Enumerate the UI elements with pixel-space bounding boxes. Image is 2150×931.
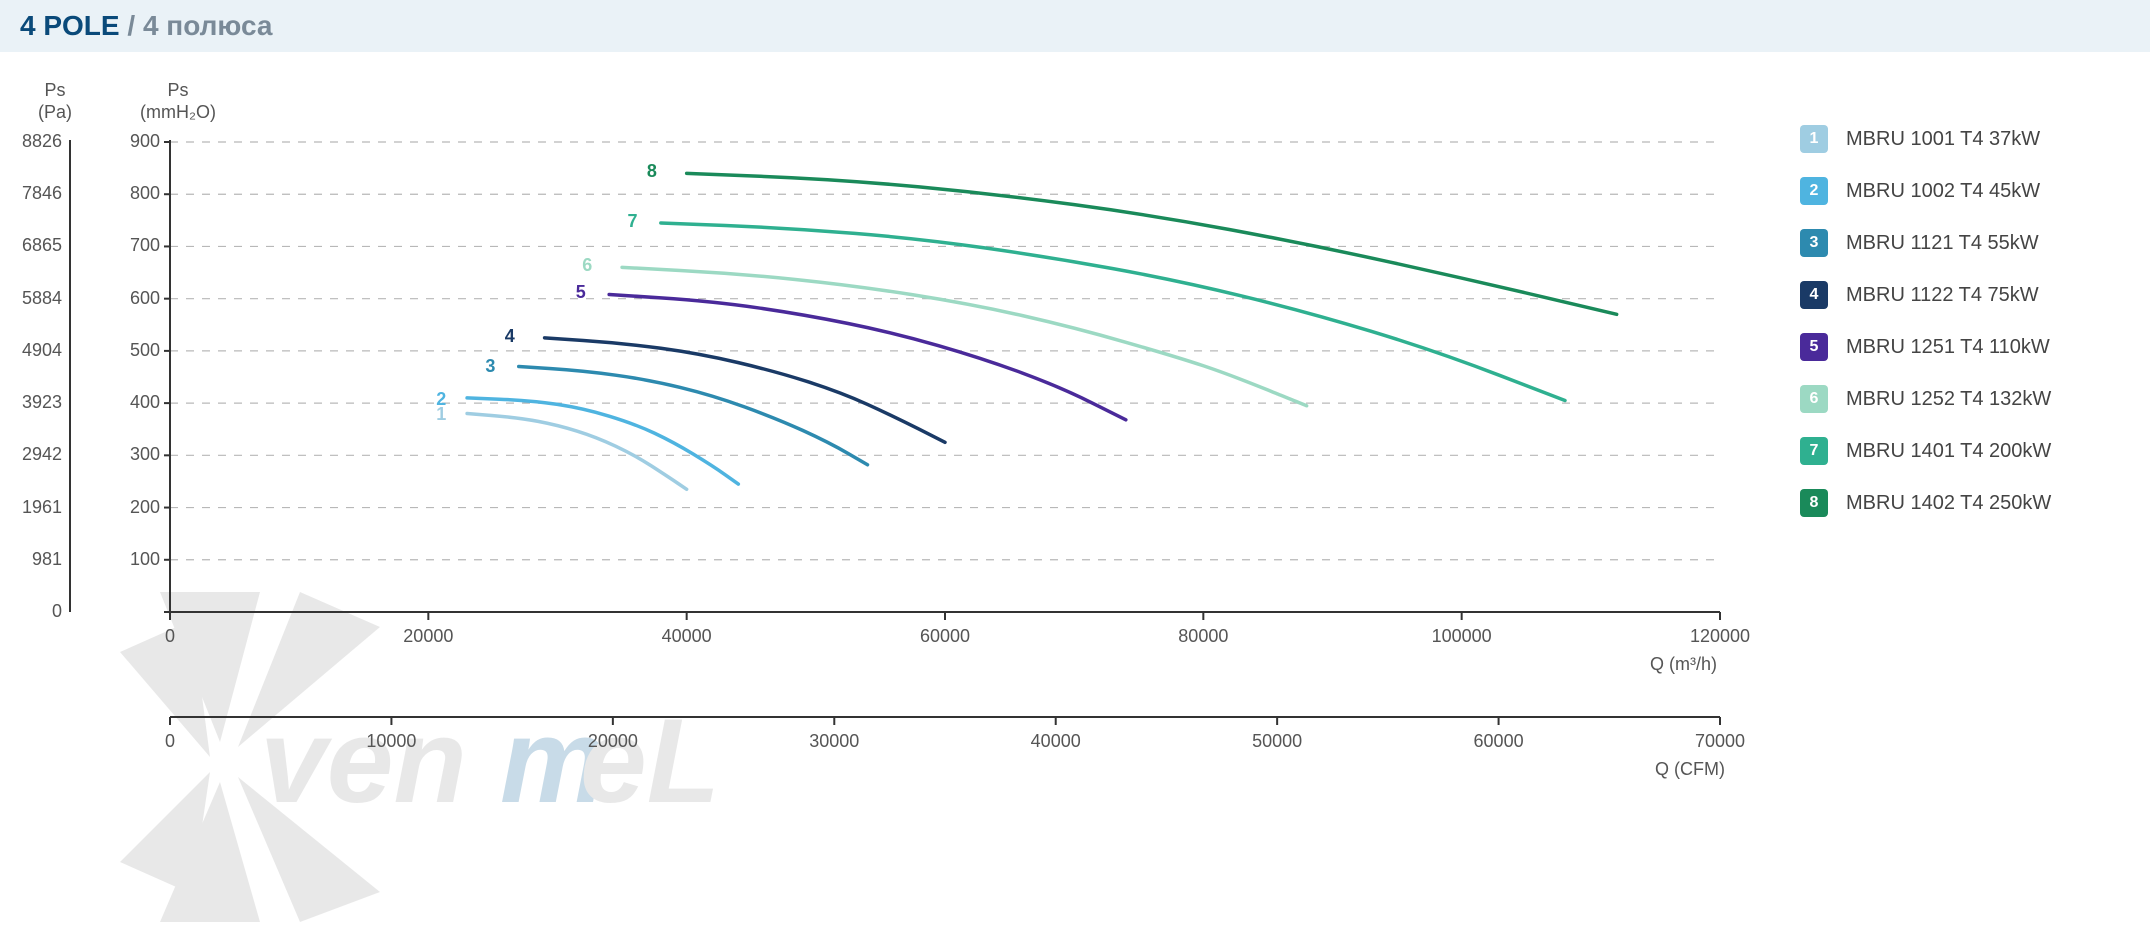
curve-label: 6: [572, 255, 592, 276]
legend-item: 7 MBRU 1401 T4 200kW: [1800, 437, 2100, 465]
y1-tick-label: 1961: [12, 497, 62, 518]
x1-tick-label: 80000: [1163, 626, 1243, 647]
legend-label: MBRU 1252 T4 132kW: [1846, 388, 2051, 411]
x2-tick-label: 10000: [351, 731, 431, 752]
y2-tick-label: 300: [120, 444, 160, 465]
x1-tick-label: 60000: [905, 626, 985, 647]
legend-swatch: 7: [1800, 437, 1828, 465]
x1-tick-label: 40000: [647, 626, 727, 647]
legend-item: 2 MBRU 1002 T4 45kW: [1800, 177, 2100, 205]
legend-swatch: 8: [1800, 489, 1828, 517]
y1-tick-label: 2942: [12, 444, 62, 465]
chart-title-bar: 4 POLE / 4 полюса: [0, 0, 2150, 52]
y1-tick-label: 3923: [12, 392, 62, 413]
chart-container: ven т eL Ps(Pa)Ps(mmH₂O)0981196129423923…: [10, 72, 1780, 852]
curve-label: 2: [426, 389, 446, 410]
x2-tick-label: 0: [130, 731, 210, 752]
legend-swatch: 3: [1800, 229, 1828, 257]
legend-item: 6 MBRU 1252 T4 132kW: [1800, 385, 2100, 413]
y2-tick-label: 700: [120, 235, 160, 256]
y2-tick-label: 500: [120, 340, 160, 361]
y1-label-bottom: (Pa): [25, 102, 85, 123]
curve-label: 5: [566, 282, 586, 303]
legend-item: 4 MBRU 1122 T4 75kW: [1800, 281, 2100, 309]
y1-tick-label: 6865: [12, 235, 62, 256]
y2-tick-label: 200: [120, 497, 160, 518]
x1-tick-label: 120000: [1680, 626, 1760, 647]
y1-tick-label: 7846: [12, 183, 62, 204]
legend-label: MBRU 1122 T4 75kW: [1846, 284, 2039, 307]
x2-tick-label: 40000: [1016, 731, 1096, 752]
title-separator: /: [120, 10, 143, 41]
legend-label: MBRU 1002 T4 45kW: [1846, 180, 2040, 203]
legend-item: 3 MBRU 1121 T4 55kW: [1800, 229, 2100, 257]
curve-label: 7: [617, 211, 637, 232]
y1-tick-label: 0: [12, 601, 62, 622]
legend-label: MBRU 1402 T4 250kW: [1846, 492, 2051, 515]
legend-item: 5 MBRU 1251 T4 110kW: [1800, 333, 2100, 361]
title-bold: 4 POLE: [20, 10, 120, 41]
legend-swatch: 6: [1800, 385, 1828, 413]
x2-tick-label: 50000: [1237, 731, 1317, 752]
y2-tick-label: 600: [120, 288, 160, 309]
y1-tick-label: 8826: [12, 131, 62, 152]
x2-tick-label: 20000: [573, 731, 653, 752]
y2-tick-label: 900: [120, 131, 160, 152]
x2-tick-label: 70000: [1680, 731, 1760, 752]
legend-item: 1 MBRU 1001 T4 37kW: [1800, 125, 2100, 153]
y2-label-top: Ps: [138, 80, 218, 101]
y2-tick-label: 400: [120, 392, 160, 413]
x1-tick-label: 20000: [388, 626, 468, 647]
x1-tick-label: 0: [130, 626, 210, 647]
title-rest: 4 полюса: [143, 10, 273, 41]
y2-tick-label: 800: [120, 183, 160, 204]
x2-tick-label: 60000: [1459, 731, 1539, 752]
legend: 1 MBRU 1001 T4 37kW 2 MBRU 1002 T4 45kW 3 MBR…: [1800, 125, 2100, 541]
x2-tick-label: 30000: [794, 731, 874, 752]
legend-swatch: 4: [1800, 281, 1828, 309]
legend-item: 8 MBRU 1402 T4 250kW: [1800, 489, 2100, 517]
curve-label: 4: [495, 326, 515, 347]
legend-label: MBRU 1001 T4 37kW: [1846, 128, 2040, 151]
legend-label: MBRU 1251 T4 110kW: [1846, 336, 2050, 359]
legend-swatch: 2: [1800, 177, 1828, 205]
x2-axis-label: Q (CFM): [1655, 759, 1725, 780]
legend-label: MBRU 1401 T4 200kW: [1846, 440, 2051, 463]
x1-axis-label: Q (m³/h): [1650, 654, 1717, 675]
y2-label-bottom: (mmH₂O): [138, 102, 218, 123]
y1-tick-label: 5884: [12, 288, 62, 309]
legend-swatch: 5: [1800, 333, 1828, 361]
y1-tick-label: 981: [12, 549, 62, 570]
curve-label: 8: [637, 161, 657, 182]
y2-tick-label: 100: [120, 549, 160, 570]
x1-tick-label: 100000: [1422, 626, 1502, 647]
y1-label-top: Ps: [25, 80, 85, 101]
legend-swatch: 1: [1800, 125, 1828, 153]
y1-tick-label: 4904: [12, 340, 62, 361]
curve-label: 3: [475, 356, 495, 377]
legend-label: MBRU 1121 T4 55kW: [1846, 232, 2039, 255]
